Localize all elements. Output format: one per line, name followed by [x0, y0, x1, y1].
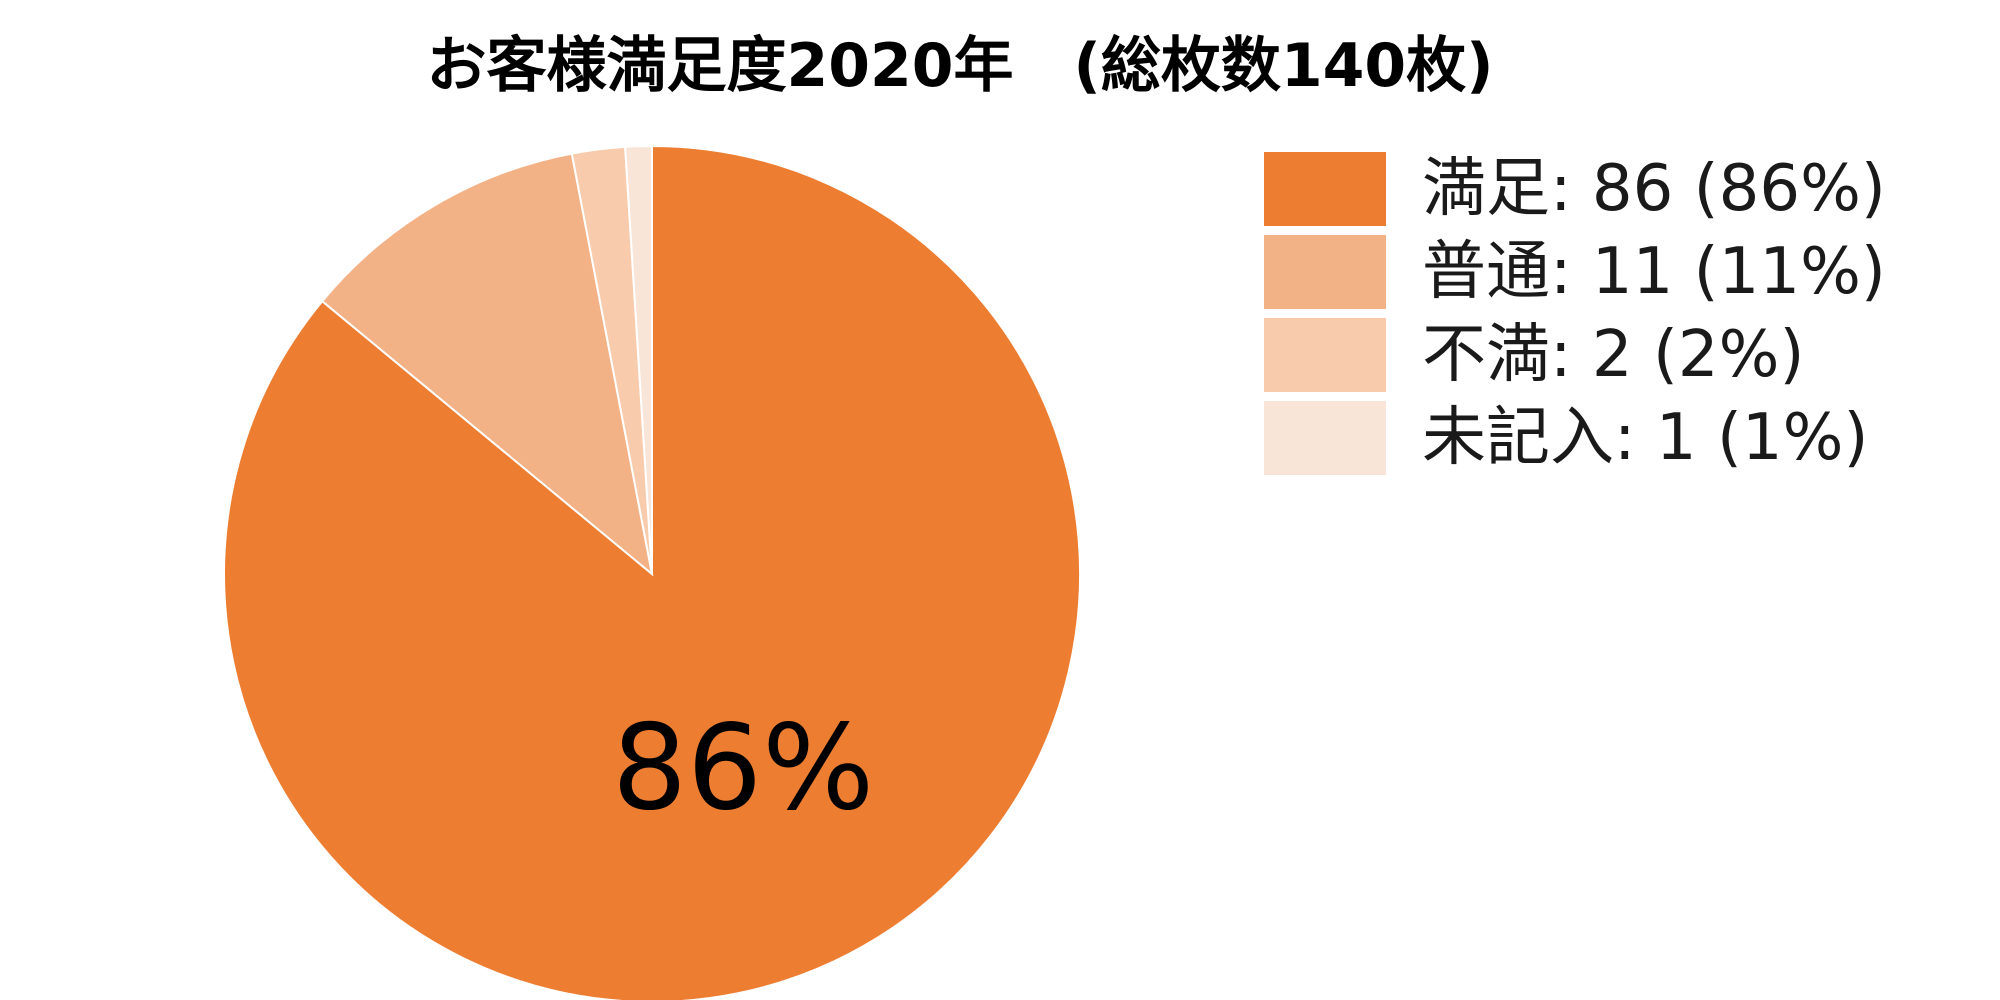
legend-swatch-1 — [1264, 152, 1386, 226]
legend-label-2: 普通: 11 (11%) — [1422, 235, 1886, 309]
pie-slice-2 — [320, 152, 654, 577]
chart-title: お客様満足度2020年 (総枚数140枚) — [426, 31, 1493, 101]
legend-label-3: 不満: 2 (2%) — [1422, 318, 1804, 392]
pie-slice-labels: 86% — [612, 699, 874, 837]
legend-swatch-2 — [1264, 235, 1386, 309]
legend-swatch-4 — [1264, 401, 1386, 475]
legend-label-4: 未記入: 1 (1%) — [1422, 401, 1868, 475]
slice-label-1: 86% — [612, 699, 874, 837]
legend-label-1: 満足: 86 (86%) — [1422, 152, 1886, 226]
legend-swatch-3 — [1264, 318, 1386, 392]
legend: 満足: 86 (86%) 普通: 11 (11%) 不満: 2 (2%) 未記入: 1… — [1264, 152, 1886, 475]
pie-slice-4 — [624, 144, 653, 575]
pie-slices — [223, 144, 1081, 1000]
